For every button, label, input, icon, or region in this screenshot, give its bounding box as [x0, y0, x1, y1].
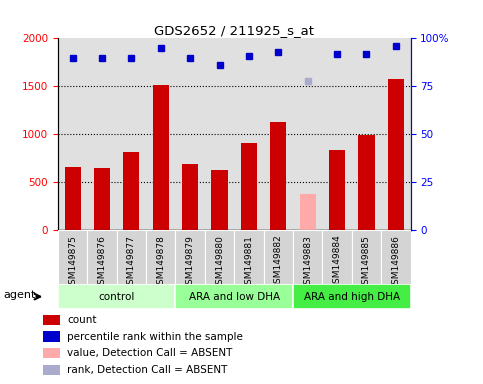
Text: percentile rank within the sample: percentile rank within the sample [67, 331, 243, 342]
Bar [58, 284, 175, 309]
Text: GSM149881: GSM149881 [244, 235, 254, 290]
Bar [381, 230, 411, 284]
Bar [43, 331, 60, 342]
Text: GSM149876: GSM149876 [98, 235, 107, 290]
Bar [299, 194, 316, 230]
Text: control: control [99, 291, 135, 302]
Text: GSM149878: GSM149878 [156, 235, 165, 290]
Text: GSM149884: GSM149884 [333, 235, 341, 290]
Bar [153, 85, 169, 230]
Bar [358, 135, 374, 230]
Bar [293, 284, 411, 309]
Bar [270, 122, 286, 230]
Bar [323, 230, 352, 284]
Bar [241, 143, 257, 230]
Text: rank, Detection Call = ABSENT: rank, Detection Call = ABSENT [67, 365, 227, 375]
Title: GDS2652 / 211925_s_at: GDS2652 / 211925_s_at [154, 24, 314, 37]
Text: ARA and high DHA: ARA and high DHA [304, 291, 400, 302]
Text: ARA and low DHA: ARA and low DHA [189, 291, 280, 302]
Text: count: count [67, 315, 97, 325]
Bar [65, 167, 81, 230]
Bar [43, 348, 60, 359]
Text: GSM149875: GSM149875 [68, 235, 77, 290]
Bar [43, 315, 60, 325]
Bar [352, 230, 381, 284]
Bar [388, 79, 404, 230]
Text: GSM149886: GSM149886 [391, 235, 400, 290]
Bar [87, 230, 117, 284]
Bar [146, 230, 175, 284]
Text: GSM149885: GSM149885 [362, 235, 371, 290]
Text: GSM149883: GSM149883 [303, 235, 312, 290]
Bar [175, 230, 205, 284]
Text: value, Detection Call = ABSENT: value, Detection Call = ABSENT [67, 348, 232, 358]
Bar [212, 170, 227, 230]
Text: GSM149879: GSM149879 [185, 235, 195, 290]
Bar [123, 152, 140, 230]
Bar [329, 150, 345, 230]
Bar [293, 230, 323, 284]
Text: GSM149877: GSM149877 [127, 235, 136, 290]
Bar [94, 168, 110, 230]
Bar [43, 365, 60, 375]
Text: agent: agent [3, 290, 35, 300]
Bar [58, 230, 87, 284]
Bar [117, 230, 146, 284]
Text: GSM149880: GSM149880 [215, 235, 224, 290]
Bar [182, 164, 198, 230]
Bar [234, 230, 264, 284]
Bar [264, 230, 293, 284]
Bar [175, 284, 293, 309]
Text: GSM149882: GSM149882 [274, 235, 283, 290]
Bar [205, 230, 234, 284]
